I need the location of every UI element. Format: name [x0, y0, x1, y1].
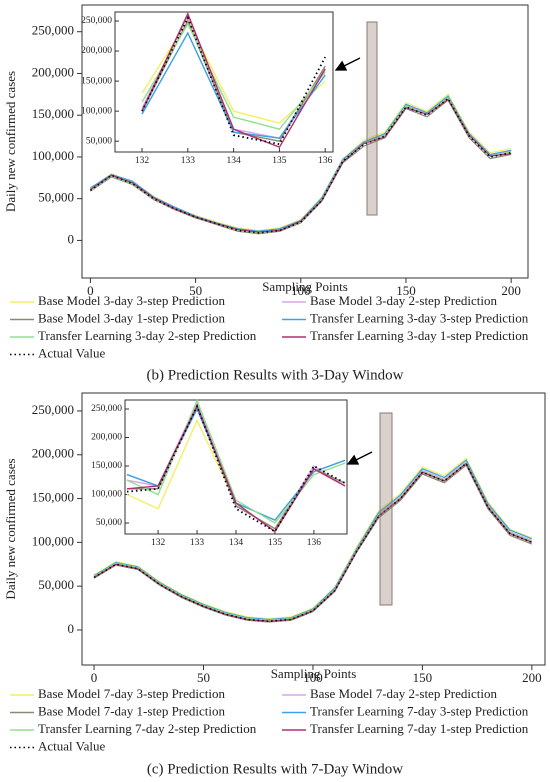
x-tick-label: 0 [91, 670, 98, 685]
legend-label: Base Model 7-day 1-step Prediction [38, 703, 226, 718]
y-tick-label: 50,000 [38, 577, 74, 592]
y-axis-label: Daily new confirmed cases [3, 71, 18, 212]
inset-series-line [141, 15, 327, 146]
caption: (c) Prediction Results with 7-Day Window [147, 761, 403, 777]
legend-label: Transfer Learning 3-day 1-step Predictio… [310, 328, 529, 343]
x-tick-label: 50 [189, 283, 202, 298]
legend-label: Transfer Learning 3-day 2-step Predictio… [38, 328, 257, 343]
x-axis-label: Sampling Points [271, 666, 357, 681]
x-tick-label: 50 [197, 670, 210, 685]
pointer-arrow [334, 57, 361, 71]
inset-y-tick-label: 100,000 [81, 106, 112, 116]
inset-x-tick-label: 133 [190, 538, 205, 548]
legend-label: Base Model 7-day 3-step Prediction [38, 686, 226, 701]
inset-series-line [126, 398, 346, 524]
y-tick-label: 200,000 [32, 446, 74, 461]
y-axis-label: Daily new confirmed cases [3, 458, 18, 599]
inset-y-tick-label: 200,000 [81, 46, 112, 56]
y-tick-label: 100,000 [32, 533, 74, 548]
series-line [93, 464, 533, 623]
inset-y-tick-label: 50,000 [96, 518, 122, 528]
series-line [93, 457, 533, 620]
series-line [93, 459, 533, 621]
y-tick-label: 150,000 [32, 490, 74, 505]
x-tick-label: 200 [522, 670, 542, 685]
x-tick-label: 100 [303, 670, 323, 685]
inset-y-tick-label: 100,000 [91, 490, 122, 500]
inset-x-tick-label: 135 [268, 538, 283, 548]
legend-label: Actual Value [38, 345, 105, 360]
inset-x-tick-label: 135 [272, 156, 287, 166]
inset-y-tick-label: 200,000 [91, 433, 122, 443]
series-line [93, 462, 533, 622]
y-tick-label: 250,000 [32, 402, 74, 417]
y-tick-label: 0 [68, 621, 75, 636]
legend-label: Transfer Learning 7-day 3-step Predictio… [310, 703, 529, 718]
highlight-box [366, 21, 378, 216]
inset-y-tick-label: 250,000 [81, 16, 112, 26]
pointer-arrow [346, 451, 373, 465]
inset-series-line [141, 31, 326, 139]
series-line [89, 97, 512, 234]
x-tick-label: 150 [396, 283, 416, 298]
inset-y-tick-label: 50,000 [86, 136, 112, 146]
legend-label: Transfer Learning 3-day 3-step Predictio… [310, 310, 529, 325]
caption: (b) Prediction Results with 3-Day Window [146, 367, 403, 383]
legend-label: Actual Value [38, 738, 105, 753]
legend-label: Transfer Learning 7-day 1-step Predictio… [310, 721, 529, 736]
inset-x-tick-label: 132 [151, 538, 166, 548]
x-tick-label: 100 [291, 283, 311, 298]
y-tick-label: 50,000 [38, 190, 74, 205]
inset-x-tick-label: 132 [135, 156, 150, 166]
inset-x-tick-label: 134 [229, 538, 244, 548]
inset-x-tick-label: 134 [226, 156, 241, 166]
inset-x-tick-label: 136 [307, 538, 322, 548]
legend-label: Base Model 3-day 1-step Prediction [38, 310, 226, 325]
y-tick-label: 150,000 [32, 106, 74, 121]
inset-frame [114, 11, 334, 153]
inset-x-tick-label: 136 [318, 156, 333, 166]
y-tick-label: 250,000 [32, 23, 74, 38]
series-line [93, 461, 533, 621]
x-tick-label: 150 [413, 670, 433, 685]
x-tick-label: 0 [87, 283, 94, 298]
inset-y-tick-label: 150,000 [91, 461, 122, 471]
inset-x-tick-label: 133 [181, 156, 196, 166]
inset-y-tick-label: 250,000 [91, 404, 122, 414]
inset-series-line [141, 12, 326, 149]
legend-label: Base Model 3-day 2-step Prediction [310, 293, 498, 308]
highlight-box [379, 412, 393, 606]
inset-y-tick-label: 150,000 [81, 76, 112, 86]
x-tick-label: 200 [501, 283, 521, 298]
legend-label: Base Model 7-day 2-step Prediction [310, 686, 498, 701]
x-axis-label: Sampling Points [262, 279, 348, 294]
legend-label: Transfer Learning 7-day 2-step Predictio… [38, 721, 257, 736]
y-tick-label: 100,000 [32, 148, 74, 163]
legend-label: Base Model 3-day 3-step Prediction [38, 293, 226, 308]
inset-series-line [126, 404, 346, 533]
y-tick-label: 200,000 [32, 64, 74, 79]
y-tick-label: 0 [68, 231, 75, 246]
